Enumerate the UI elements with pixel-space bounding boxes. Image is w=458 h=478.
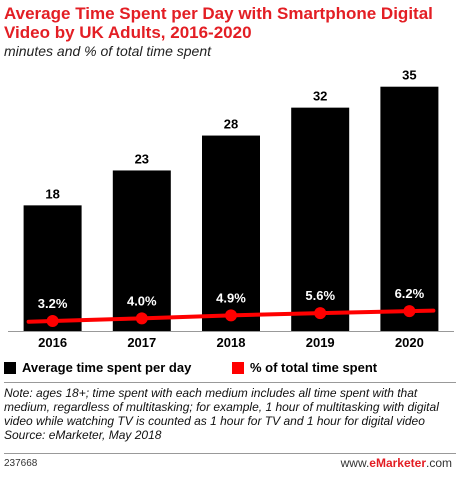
bar-data-label: 18 [45,186,59,201]
bar-data-label: 23 [135,151,149,166]
legend-label-minutes: Average time spent per day [22,360,192,375]
line-point [225,309,237,322]
divider-top [4,382,456,383]
brand-suffix: .com [425,456,452,470]
x-tick-label: 2017 [127,335,156,350]
line-point [135,312,148,325]
chart-subtitle: minutes and % of total time spent [4,43,211,59]
bar [291,107,350,331]
bar-data-label: 28 [224,117,238,132]
note-text: Note: ages 18+; time spent with each med… [4,386,439,428]
line-point [314,307,327,320]
line-data-label: 3.2% [38,296,68,311]
brand-prefix: www. [340,456,370,470]
line-point [403,305,416,318]
legend-label-percent: % of total time spent [250,360,378,375]
legend-swatch-percent [232,362,244,374]
bar [112,170,171,331]
x-tick-label: 2019 [306,335,335,350]
brand-link[interactable]: www.eMarketer.com [341,456,452,470]
legend-swatch-minutes [4,362,16,374]
legend-item-percent: % of total time spent [232,359,377,377]
line-point [46,315,59,327]
bar [202,135,260,331]
bar [380,86,439,331]
line-data-label: 5.6% [305,288,335,303]
brand-name: eMarketer [369,456,426,470]
line-data-label: 6.2% [395,286,425,301]
chart-title: Average Time Spent per Day with Smartpho… [4,4,433,42]
source-text: Source: eMarketer, May 2018 [4,428,162,442]
legend-item-minutes: Average time spent per day [4,359,191,377]
divider-bottom [4,453,456,454]
bar-data-label: 32 [313,89,327,104]
chart-id: 237668 [4,458,38,469]
legend: Average time spent per day % of total ti… [4,359,454,377]
line-data-label: 4.9% [216,290,246,305]
note: Note: ages 18+; time spent with each med… [4,386,456,442]
x-tick-label: 2018 [217,335,246,350]
bar-data-label: 35 [402,68,416,83]
chart-area: 18 2016 23 2017 28 2018 32 2019 35 2020 3.2% 4.0% 4.… [8,68,454,350]
line-data-label: 4.0% [127,293,157,308]
x-tick-label: 2016 [38,335,67,350]
bar [23,205,82,331]
x-tick-label: 2020 [395,335,424,350]
